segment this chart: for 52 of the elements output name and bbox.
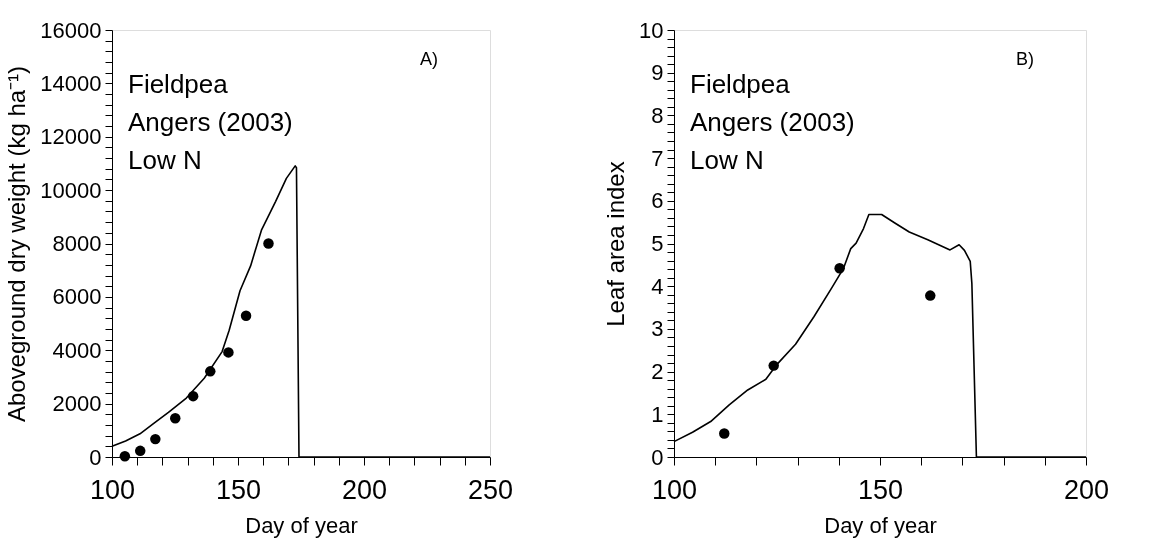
y-tick-label: 8000 [52, 231, 102, 256]
y-tick-label: 0 [651, 444, 664, 470]
point [150, 433, 161, 445]
y-tick-label: 10000 [40, 177, 102, 203]
y-tick-label: 8 [651, 102, 664, 128]
x-tick-label: 150 [857, 474, 904, 505]
annotation: Angers (2003) [128, 107, 293, 137]
point [119, 450, 131, 462]
x-axis-title: Day of year [824, 512, 937, 538]
point [170, 413, 181, 424]
x-tick-label: 250 [467, 474, 514, 505]
point [187, 390, 199, 402]
point [768, 360, 779, 371]
y-tick-label: 0 [89, 444, 102, 470]
annotation: B) [1016, 49, 1034, 69]
annotation: Low N [128, 145, 202, 175]
y-axis-title: Aboveground dry weight (kg ha⁻¹) [3, 65, 31, 423]
y-tick-label: 2000 [52, 391, 102, 417]
annotation: A) [420, 49, 438, 69]
y-tick-label: 12000 [40, 124, 102, 150]
y-tick-label: 1 [651, 401, 664, 427]
annotation: Angers (2003) [690, 107, 855, 137]
y-tick-label: 14000 [40, 70, 102, 96]
point [263, 238, 274, 249]
y-tick-label: 16000 [40, 17, 102, 43]
point [925, 290, 936, 301]
x-tick-label: 150 [215, 474, 262, 505]
y-axis-title: Leaf area index [602, 161, 630, 327]
y-tick-label: 6000 [52, 284, 102, 310]
point [240, 310, 252, 322]
point [719, 428, 730, 439]
y-tick-label: 3 [651, 316, 664, 342]
x-tick-label: 100 [89, 474, 136, 505]
annotation: Fieldpea [128, 69, 229, 99]
point [223, 347, 234, 358]
y-tick-label: 9 [651, 60, 664, 86]
y-tick-label: 7 [651, 145, 664, 171]
y-tick-label: 10 [639, 17, 664, 43]
y-tick-label: 4 [651, 273, 664, 299]
y-tick-label: 6 [651, 188, 664, 214]
x-tick-label: 100 [651, 474, 698, 505]
point [834, 263, 845, 274]
point [205, 366, 216, 377]
x-tick-label: 200 [341, 474, 388, 505]
annotation: Fieldpea [690, 69, 791, 99]
y-tick-label: 4000 [52, 337, 102, 363]
y-tick-label: 2 [651, 359, 664, 385]
annotation: Low N [690, 145, 764, 175]
y-tick-label: 5 [651, 231, 664, 256]
point [134, 445, 146, 457]
x-axis-title: Day of year [245, 512, 358, 538]
x-tick-label: 200 [1063, 474, 1110, 505]
